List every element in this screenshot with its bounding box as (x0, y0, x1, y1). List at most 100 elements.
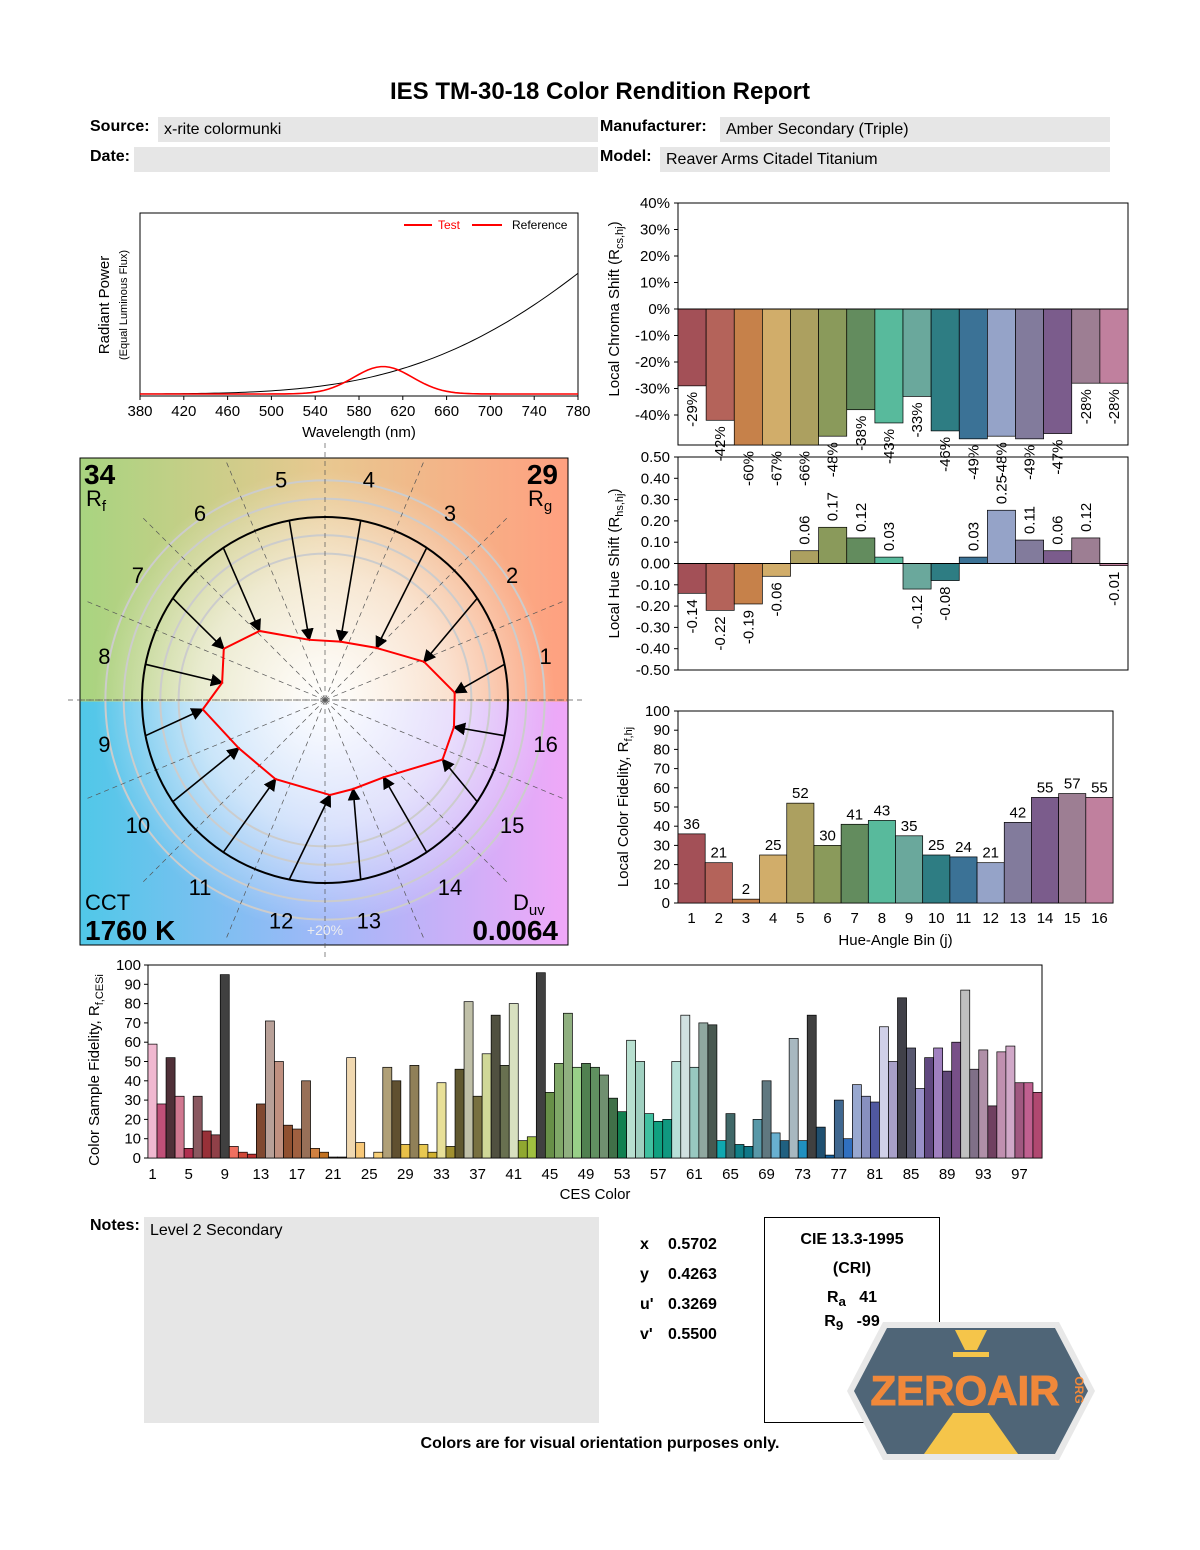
ces-bar-5 (183, 1147, 194, 1159)
rf-label-text: R (86, 486, 102, 511)
y-tick-label: 0.50 (641, 449, 670, 466)
bin-bar-4 (762, 563, 791, 577)
r9-value: -99 (856, 1313, 880, 1331)
x-tick-label: 1 (148, 1166, 156, 1183)
ces-bar-96 (1005, 1045, 1016, 1159)
bar-value-label: 0.03 (965, 522, 982, 551)
x-tick-label: 580 (346, 403, 371, 420)
bar-value-label: 0.11 (1022, 506, 1039, 534)
ces-bar-80 (861, 1095, 871, 1159)
ces-bar-35 (454, 1068, 465, 1159)
bar-value-label: 24 (955, 839, 972, 856)
x-tick-label: 61 (686, 1166, 703, 1183)
shift-arrow-14 (382, 775, 428, 853)
x-tick-label: 29 (397, 1166, 414, 1183)
y-tick-label: 0 (662, 895, 670, 912)
bar-value-label: 0.17 (825, 492, 842, 521)
bin-bar-6 (813, 845, 842, 904)
ces-bar-93 (978, 1049, 989, 1159)
y-axis-label-end: ) (606, 221, 623, 226)
x-axis-label: CES Color (560, 1186, 631, 1203)
y-axis-label: Local Color Fidelity, Rf,hj (615, 727, 635, 887)
x-tick-label: 700 (478, 403, 503, 420)
cri-r9: R9 -99 (765, 1313, 939, 1333)
x-tick-label: 11 (956, 910, 972, 927)
x-tick-label: 540 (303, 403, 328, 420)
test-polygon (201, 629, 456, 797)
ces-bar-37 (472, 1095, 483, 1159)
ces-bar-61 (689, 1066, 700, 1159)
y-tick-label: -10% (635, 328, 670, 345)
y-tick-label: -30% (635, 381, 670, 398)
x-tick-label: 37 (469, 1166, 486, 1183)
coord-value: 0.4263 (668, 1266, 717, 1283)
legend-test-label: Test (438, 218, 461, 232)
bin-bar-16 (1085, 797, 1114, 904)
shift-arrow-8 (145, 663, 224, 687)
bin-bar-9 (902, 563, 932, 590)
bin-divider (324, 699, 425, 941)
x-tick-label: 49 (578, 1166, 595, 1183)
bin-label: 12 (269, 909, 293, 934)
rg-label-text: R (528, 486, 544, 511)
bar-value-label: -48% (993, 442, 1010, 477)
bin-bar-11 (958, 556, 988, 564)
ces-bar-20 (319, 1151, 329, 1159)
y-tick-label: 30 (653, 837, 670, 854)
bin-bar-8 (874, 308, 904, 424)
y-axis-label-sub: f,hj (623, 727, 635, 742)
coord-value: 0.5702 (668, 1236, 717, 1253)
bar-value-label: 42 (1010, 804, 1027, 821)
bin-bar-10 (922, 854, 951, 904)
ces-bar-55 (635, 1061, 646, 1159)
bar-value-label: 0.12 (853, 503, 870, 532)
shift-arrow-9 (145, 708, 205, 737)
bin-bar-10 (930, 563, 960, 581)
bin-bar-9 (895, 835, 924, 904)
bar-value-label: -49% (965, 445, 982, 480)
x-tick-label: 380 (127, 403, 152, 420)
bar-value-label: -38% (853, 416, 870, 451)
cri-title: CIE 13.3-1995 (800, 1231, 904, 1248)
x-tick-label: 41 (505, 1166, 522, 1183)
bin-bar-16 (1099, 308, 1129, 384)
coord-label: u' (640, 1296, 654, 1313)
ces-bar-40 (499, 1065, 510, 1159)
y-tick-label: 20 (653, 857, 670, 874)
ces-bar-42 (517, 1140, 528, 1159)
ces-bar-67 (743, 1146, 754, 1159)
x-axis-label: Wavelength (nm) (302, 424, 416, 441)
bin-bar-2 (705, 308, 735, 421)
bin-bar-13 (1015, 308, 1044, 440)
x-tick-label: 10 (928, 910, 945, 927)
ces-bar-7 (201, 1130, 212, 1159)
y-tick-label: 0.40 (641, 470, 670, 487)
y-axis-label: Local Chroma Shift (Rcs,hj) (606, 221, 626, 396)
x-tick-label: 9 (905, 910, 913, 927)
bar-value-label: -60% (740, 451, 757, 486)
y-axis-label-text: Local Chroma Shift (R (606, 249, 623, 397)
bar-value-label: 43 (874, 802, 891, 819)
bin-label: 4 (363, 467, 375, 492)
shift-arrow-10 (172, 747, 240, 803)
bin-bar-5 (790, 550, 819, 564)
shift-arrow-4 (335, 520, 362, 644)
ces-bar-26 (373, 1151, 384, 1159)
x-tick-label: 57 (650, 1166, 667, 1183)
ces-bar-90 (951, 1041, 962, 1159)
bin-bar-7 (840, 823, 869, 904)
ces-bar-85 (906, 1047, 916, 1159)
rf-label: Rf (86, 486, 107, 515)
ces-bar-23 (346, 1057, 357, 1159)
chromaticity-row: u' 0.3269 (640, 1296, 717, 1314)
bar-value-label: 30 (819, 827, 836, 844)
bar-value-label: 0.12 (1078, 503, 1095, 532)
y-tick-label: -0.40 (636, 641, 670, 658)
y-tick-label: 30 (124, 1092, 141, 1109)
bin-bar-8 (874, 556, 904, 564)
bin-bar-8 (867, 820, 896, 904)
x-tick-label: 500 (259, 403, 284, 420)
ces-bar-63 (707, 1024, 718, 1159)
y-tick-label: 0.20 (641, 513, 670, 530)
